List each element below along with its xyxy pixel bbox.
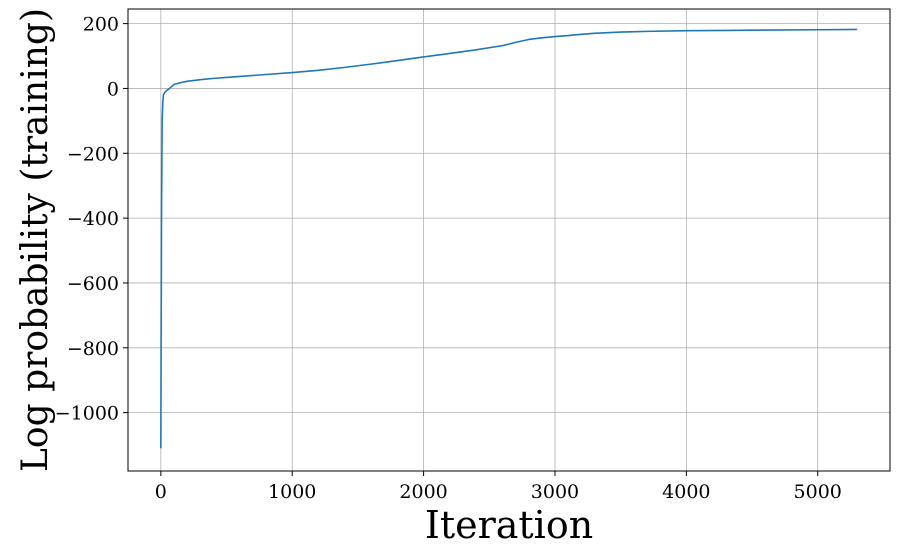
grid-lines: [128, 9, 890, 471]
x-tick-label: 0: [155, 481, 167, 503]
y-tick-label: −200: [67, 143, 119, 165]
y-tick-label: −400: [67, 208, 119, 230]
plot-area-frame: [127, 8, 891, 472]
x-axis-title: Iteration: [425, 503, 593, 547]
y-tick-label: 0: [107, 78, 119, 100]
y-tick-label: −1000: [55, 403, 119, 425]
axis-ticks: 0 1000 2000 3000 4000 5000−1000−800−600−400−2…: [55, 14, 842, 503]
x-tick-label: 3000: [531, 481, 579, 503]
x-tick-label: 1000: [268, 481, 316, 503]
y-tick-label: 200: [83, 14, 119, 36]
data-series: [160, 28, 858, 449]
x-tick-label: 2000: [399, 481, 447, 503]
x-tick-label: 4000: [662, 481, 710, 503]
y-axis-title: Log probability (training): [15, 8, 56, 472]
y-tick-label: −600: [67, 273, 119, 295]
series-line: [160, 28, 858, 449]
x-tick-label: 5000: [794, 481, 842, 503]
y-tick-label: −800: [67, 338, 119, 360]
